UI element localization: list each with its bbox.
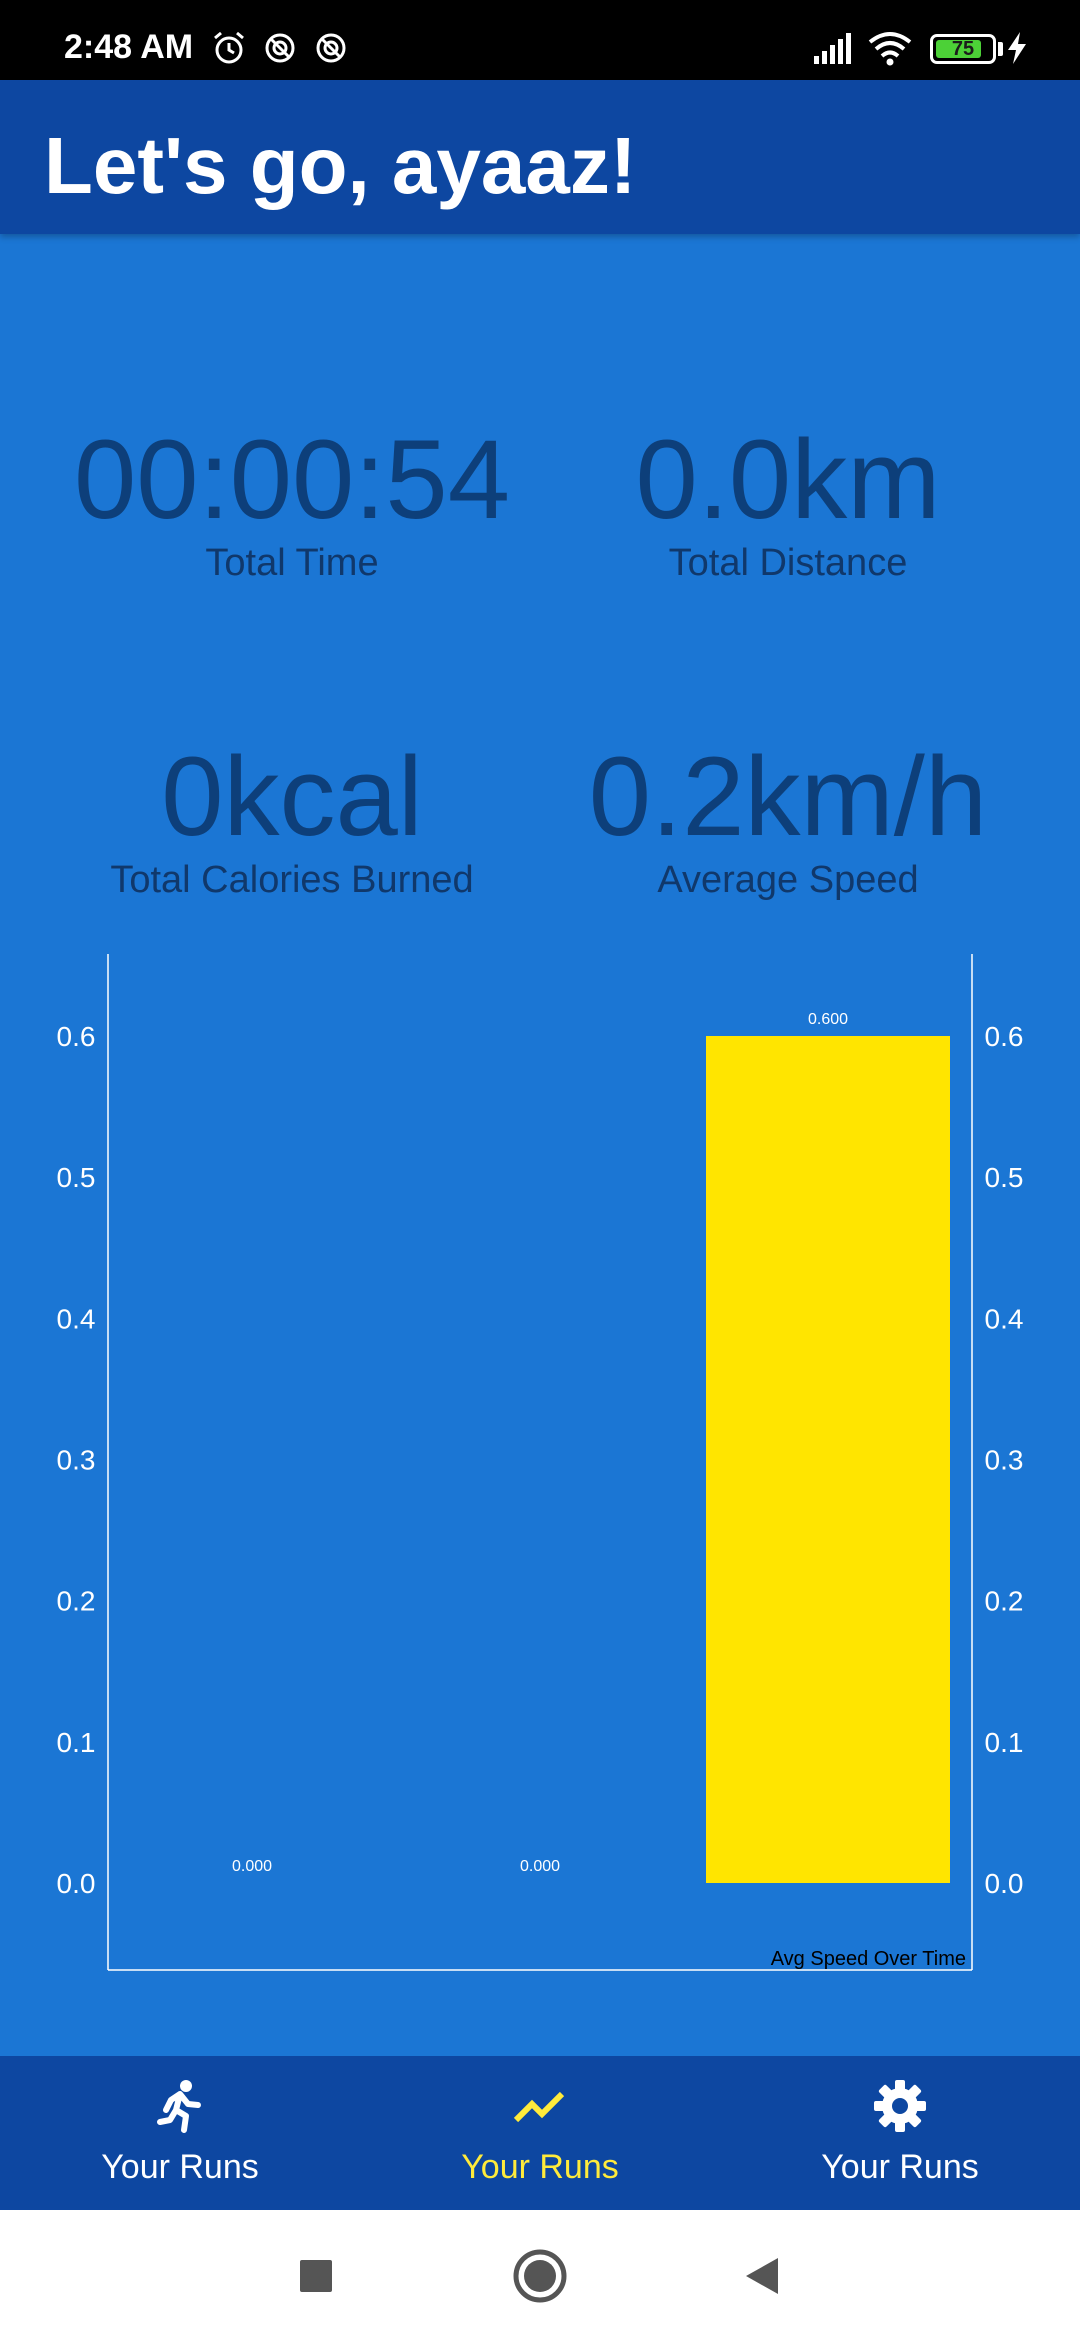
battery-level: 75	[951, 38, 975, 60]
stat-value: 00:00:54	[74, 417, 510, 542]
gear-icon	[874, 2080, 926, 2132]
page-title: Let's go, ayaaz!	[44, 121, 637, 210]
y-tick-label-right: 0.5	[985, 1162, 1024, 1193]
y-tick-label-right: 0.3	[985, 1445, 1024, 1476]
bar-value-label: 0.000	[232, 1858, 272, 1875]
y-tick-label-right: 0.0	[985, 1868, 1024, 1899]
system-nav-bar	[0, 2210, 1080, 2340]
chart-description: Avg Speed Over Time	[771, 1948, 966, 1970]
y-tick-label-left: 0.0	[57, 1868, 96, 1899]
status-time: 2:48 AM	[64, 28, 194, 66]
y-tick-label-left: 0.4	[57, 1303, 96, 1334]
nav-label: Your Runs	[461, 2148, 619, 2186]
wifi-icon	[868, 32, 912, 66]
y-tick-label-right: 0.2	[985, 1586, 1024, 1617]
y-tick-label-right: 0.1	[985, 1727, 1024, 1758]
status-bar: 2:48 AM 75	[0, 0, 1080, 80]
stat-value: 0kcal	[161, 734, 423, 859]
y-tick-label-left: 0.1	[57, 1727, 96, 1758]
avg-speed-chart: 0.0 0.00.1 0.10.2 0.20.3 0.30.4 0.40.5 0.50.6 0…	[57, 954, 1024, 1971]
alarm-icon	[214, 31, 244, 64]
sync-off-icon	[265, 33, 295, 63]
y-tick-label-left: 0.6	[57, 1021, 96, 1052]
bottom-nav: Your Runs Your Runs Your Runs	[0, 2056, 1080, 2210]
y-tick-label-right: 0.6	[985, 1021, 1024, 1052]
nav-label: Your Runs	[101, 2148, 259, 2186]
y-tick-label-right: 0.4	[985, 1303, 1024, 1334]
bar-value-label: 0.600	[808, 1011, 848, 1028]
charging-icon	[1008, 32, 1026, 64]
y-tick-label-left: 0.3	[57, 1445, 96, 1476]
y-tick-label-left: 0.5	[57, 1162, 96, 1193]
bar-value-label: 0.000	[520, 1858, 560, 1875]
nav-item-your-runs[interactable]: Your Runs	[0, 2056, 360, 2210]
battery-icon: 75	[930, 34, 996, 64]
trending-icon	[513, 2091, 565, 2123]
stat-label: Total Calories Burned	[110, 859, 474, 901]
stat-total-time: 00:00:54 Total Time	[42, 420, 542, 586]
app-bar: Let's go, ayaaz!	[0, 80, 1080, 234]
sync-off-icon	[316, 33, 346, 63]
stat-value: 0.2km/h	[588, 734, 988, 859]
nav-item-avg-speed[interactable]: Your Runs	[360, 2056, 720, 2210]
run-icon	[157, 2080, 201, 2133]
back-triangle-icon[interactable]	[734, 2246, 794, 2306]
stat-total-calories: 0kcal Total Calories Burned	[42, 737, 542, 903]
recents-square-icon[interactable]	[286, 2246, 346, 2306]
stat-label: Average Speed	[657, 859, 919, 901]
home-circle-icon[interactable]	[510, 2246, 570, 2306]
bar	[706, 1036, 950, 1883]
nav-item-settings[interactable]: Your Runs	[720, 2056, 1080, 2210]
stat-label: Total Distance	[668, 542, 908, 584]
stat-value: 0.0km	[635, 417, 941, 542]
stat-label: Total Time	[205, 542, 379, 584]
stat-total-distance: 0.0km Total Distance	[538, 420, 1038, 586]
stat-average-speed: 0.2km/h Average Speed	[538, 737, 1038, 903]
y-tick-label-left: 0.2	[57, 1586, 96, 1617]
signal-icon	[814, 33, 851, 64]
nav-label: Your Runs	[821, 2148, 979, 2186]
